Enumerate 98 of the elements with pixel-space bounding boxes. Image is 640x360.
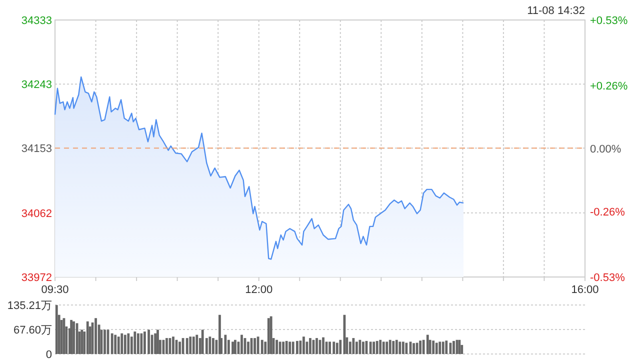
bar [201, 330, 204, 354]
bar [224, 334, 227, 354]
x-tick-label: 16:00 [571, 284, 599, 296]
bar [117, 336, 120, 354]
bar [352, 338, 355, 354]
bar [104, 330, 106, 354]
bar [70, 320, 73, 354]
y-tick-label: 33972 [21, 272, 52, 284]
y-tick-label: 135.21万 [7, 300, 52, 312]
bar [405, 342, 408, 354]
bar [156, 330, 159, 354]
y-tick-label: 34153 [21, 143, 52, 156]
bar [322, 337, 324, 354]
bar [154, 333, 156, 354]
bar [336, 342, 338, 354]
bar [339, 340, 342, 354]
y2-tick-label: +0.26% [590, 80, 628, 92]
bar [435, 342, 438, 354]
bar [254, 338, 256, 354]
y-tick-label: 34062 [21, 208, 52, 220]
bar [186, 338, 188, 354]
bar [148, 330, 150, 354]
bar [282, 342, 285, 354]
bar [419, 340, 422, 354]
bar [234, 340, 236, 354]
bar [212, 338, 214, 354]
y-tick-label: 34333 [21, 15, 52, 27]
bar [299, 340, 302, 354]
bar [395, 340, 398, 354]
bar [162, 340, 165, 354]
bar [134, 332, 136, 354]
bar [232, 342, 234, 354]
x-tick-label: 09:30 [41, 284, 69, 296]
bar [398, 342, 402, 354]
bar [309, 338, 312, 354]
y-tick-label: 0 [46, 349, 52, 360]
bar [348, 342, 352, 354]
bar [332, 342, 336, 354]
bar [80, 330, 84, 354]
bar [94, 318, 97, 354]
bar [316, 338, 318, 354]
bar [292, 342, 294, 354]
bar [458, 340, 461, 354]
bar [143, 332, 146, 354]
x-tick-label: 12:00 [245, 284, 273, 296]
bar [110, 333, 114, 354]
bar [376, 340, 378, 354]
bar [86, 321, 89, 354]
bar [240, 334, 243, 354]
bar [388, 340, 392, 354]
bar [276, 340, 278, 354]
y-tick-label: 67.60万 [13, 324, 52, 336]
bar [379, 340, 382, 354]
bar [72, 321, 75, 354]
bar [392, 340, 395, 354]
bar [136, 333, 140, 354]
bar [208, 336, 212, 354]
bar [55, 305, 58, 354]
bar [285, 340, 288, 354]
bar [426, 334, 429, 354]
bar [140, 333, 143, 354]
bar [328, 342, 331, 354]
bar [166, 338, 168, 354]
bar [355, 342, 358, 354]
bar [438, 342, 442, 354]
bar [386, 342, 388, 354]
bar [442, 342, 444, 354]
bar [412, 343, 415, 354]
bar [127, 333, 130, 354]
bar [172, 336, 174, 354]
y2-tick-label: 0.00% [590, 144, 622, 156]
bar [196, 334, 198, 354]
bar [120, 333, 124, 354]
bar [372, 342, 376, 354]
bar [260, 340, 264, 354]
bar [178, 342, 181, 354]
bar [288, 342, 292, 354]
bar [382, 342, 385, 354]
y-tick-label: 34243 [21, 79, 52, 92]
bar [452, 340, 455, 354]
bar [247, 342, 250, 354]
bar [124, 334, 126, 354]
bar [189, 336, 192, 354]
y2-tick-label: -0.26% [590, 206, 626, 219]
bar [369, 342, 372, 354]
y2-tick-label: +0.53% [590, 15, 628, 27]
y2-tick-label: -0.53% [590, 272, 626, 284]
text: 11-08 14:32 [527, 5, 585, 17]
bar [270, 316, 272, 354]
bar [192, 336, 195, 354]
bar [362, 342, 364, 354]
bar [114, 334, 117, 354]
bar [296, 340, 298, 354]
bar [267, 318, 270, 354]
bar [402, 342, 404, 354]
bar [302, 336, 305, 354]
bar [432, 340, 435, 354]
bar [445, 340, 448, 354]
